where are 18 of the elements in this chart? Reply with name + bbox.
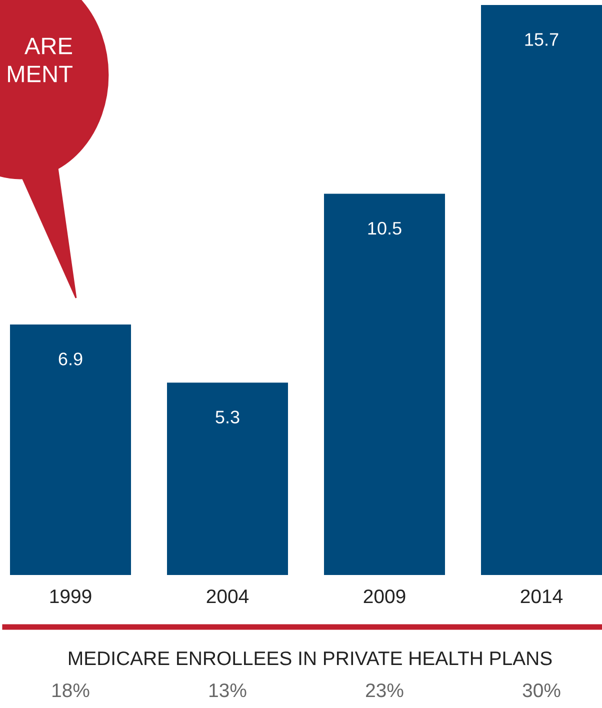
x-tick-label: 2009 [364,589,406,604]
bar [324,194,445,575]
text: 23% [366,683,404,698]
text: 18% [52,683,90,698]
data-label: 6.9 [58,352,82,366]
text: MEDICARE ENROLLEES IN PRIVATE HEALTH PLANS [69,651,552,666]
x-tick-label: 2004 [206,589,249,604]
data-label: 10.5 [368,222,402,235]
x-tick-label: 1999 [50,589,92,604]
data-label: 5.3 [216,410,240,424]
x-tick-label: 2014 [520,589,563,604]
bar [10,324,131,575]
text: 30% [522,683,560,698]
data-label: 15.7 [525,33,558,46]
bar [167,382,288,575]
text: 13% [210,683,246,698]
bar [481,5,602,575]
annotation: ARE MENT [8,38,72,82]
